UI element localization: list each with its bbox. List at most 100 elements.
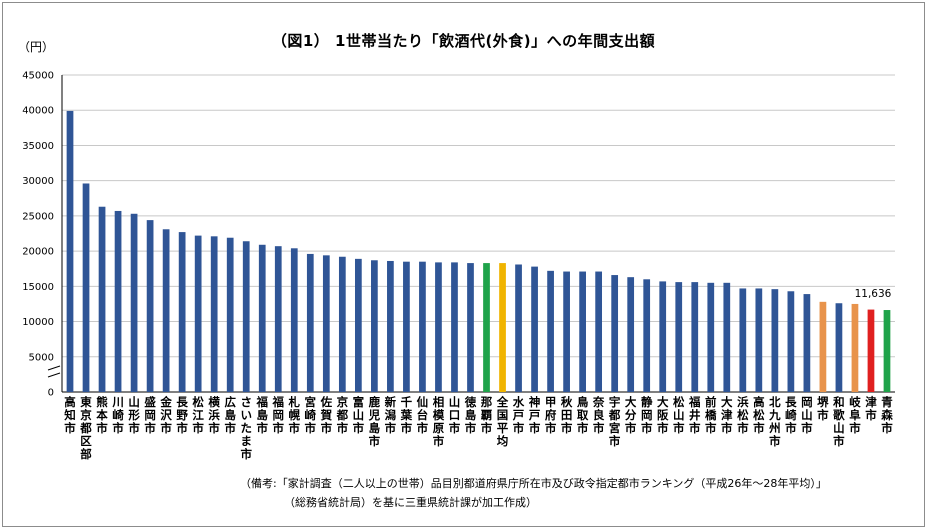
bar <box>82 183 90 392</box>
x-tick-label: 全国平均 <box>496 395 509 448</box>
x-tick-label: 東京都区部 <box>79 395 92 461</box>
x-tick-label: 奈良市 <box>592 395 605 435</box>
bar <box>66 110 74 392</box>
axis-break-mark <box>47 365 61 371</box>
x-tick-label: 水戸市 <box>513 395 525 435</box>
bar <box>210 236 218 392</box>
bar <box>691 282 699 392</box>
x-tick-label: 京都市 <box>336 395 349 435</box>
y-tick-label: 20000 <box>22 247 54 258</box>
bar <box>114 210 122 392</box>
chart-title: （図1） 1世帯当たり「飲酒代(外食)」への年間支出額 <box>271 32 656 50</box>
bar <box>435 262 442 392</box>
x-tick-label: 静岡市 <box>641 395 653 435</box>
bar <box>483 263 490 392</box>
x-tick-label: 福岡市 <box>272 395 285 435</box>
x-tick-label: 山形市 <box>128 395 140 435</box>
bar <box>178 232 186 392</box>
x-tick-label: 大分市 <box>625 395 637 435</box>
bar <box>819 301 827 392</box>
x-tick-label: 宇都宮市 <box>608 395 621 448</box>
bar <box>467 263 474 392</box>
x-tick-label: 相模原市 <box>433 395 445 448</box>
x-tick-label: 新潟市 <box>385 395 397 435</box>
bar <box>531 266 538 392</box>
bar <box>451 262 458 392</box>
bar <box>403 261 410 392</box>
x-tick-label: 岡山市 <box>801 395 813 435</box>
x-tick-label: 大阪市 <box>657 395 669 435</box>
x-tick-label: 北九州市 <box>768 395 781 448</box>
bar <box>146 220 154 392</box>
y-tick-label: 15000 <box>22 282 54 293</box>
axis-break-mark <box>47 372 61 378</box>
y-axis-unit: （円） <box>18 40 55 54</box>
x-tick-label: 札幌市 <box>288 395 301 435</box>
axis-break-gap <box>50 367 60 377</box>
x-tick-label: 前橋市 <box>705 395 717 435</box>
y-tick-label: 30000 <box>22 176 54 187</box>
y-tick-label: 45000 <box>22 71 54 82</box>
x-tick-label: 盛岡市 <box>144 395 156 435</box>
x-tick-label: 川崎市 <box>111 395 124 435</box>
x-tick-label: 秋田市 <box>561 395 573 435</box>
bar <box>611 275 619 392</box>
bar <box>162 229 170 392</box>
bar <box>803 294 811 392</box>
x-tick-label: 大津市 <box>721 395 733 435</box>
y-tick-label: 40000 <box>22 106 54 117</box>
x-tick-label: 鹿児島市 <box>368 395 381 448</box>
bar <box>867 309 875 392</box>
x-tick-label: 高松市 <box>753 395 765 435</box>
bar <box>290 248 298 392</box>
x-tick-label: 鳥取市 <box>577 395 589 435</box>
x-tick-label: 福井市 <box>688 395 701 435</box>
x-tick-label: 松江市 <box>192 395 204 435</box>
bar <box>194 235 202 392</box>
source-note-line2: （総務省統計局）を基に三重県統計課が加工作成） <box>284 496 537 509</box>
bar <box>499 263 506 392</box>
bar <box>835 303 843 392</box>
bar <box>98 206 106 392</box>
x-tick-label: 広島市 <box>224 395 236 435</box>
bar <box>419 261 426 392</box>
bar <box>547 270 554 392</box>
bar <box>771 289 779 392</box>
x-tick-label: 岐阜市 <box>849 395 861 435</box>
y-tick-label: 25000 <box>22 211 54 222</box>
x-tick-label: 仙台市 <box>417 395 429 435</box>
bar <box>883 310 891 392</box>
bar <box>371 260 378 392</box>
source-note-line1: （備考:「家計調査（二人以上の世帯）品目別都道府県庁所在市及び政令指定都市ランキ… <box>240 477 827 490</box>
x-tick-label: 金沢市 <box>159 395 172 435</box>
bar <box>707 282 715 392</box>
bar <box>739 288 747 392</box>
x-tick-label: 富山市 <box>353 395 365 435</box>
y-tick-label: 0 <box>48 388 54 399</box>
x-tick-label: 浜松市 <box>737 395 749 435</box>
x-tick-label: 千葉市 <box>400 395 413 435</box>
x-tick-label: 高知市 <box>63 395 76 435</box>
data-label: 11,636 <box>855 288 892 300</box>
bar <box>387 260 394 392</box>
y-tick-label: 5000 <box>29 352 54 363</box>
bar <box>274 246 282 392</box>
x-tick-label: 徳島市 <box>464 395 477 435</box>
x-tick-label: 堺市 <box>817 395 829 422</box>
bar <box>851 303 859 392</box>
bar <box>258 244 266 392</box>
x-tick-label: 長野市 <box>176 395 188 435</box>
bar <box>595 271 603 392</box>
x-tick-label: 宮崎市 <box>305 395 317 435</box>
bar <box>675 282 683 392</box>
x-tick-label: さいたま市 <box>240 395 252 461</box>
bar <box>659 281 667 392</box>
x-tick-label: 福島市 <box>255 395 268 435</box>
bar <box>755 288 763 392</box>
bar <box>322 255 330 392</box>
x-tick-label: 佐賀市 <box>320 395 333 435</box>
bar <box>354 258 362 392</box>
bar <box>515 264 522 392</box>
x-tick-label: 那覇市 <box>481 395 493 435</box>
